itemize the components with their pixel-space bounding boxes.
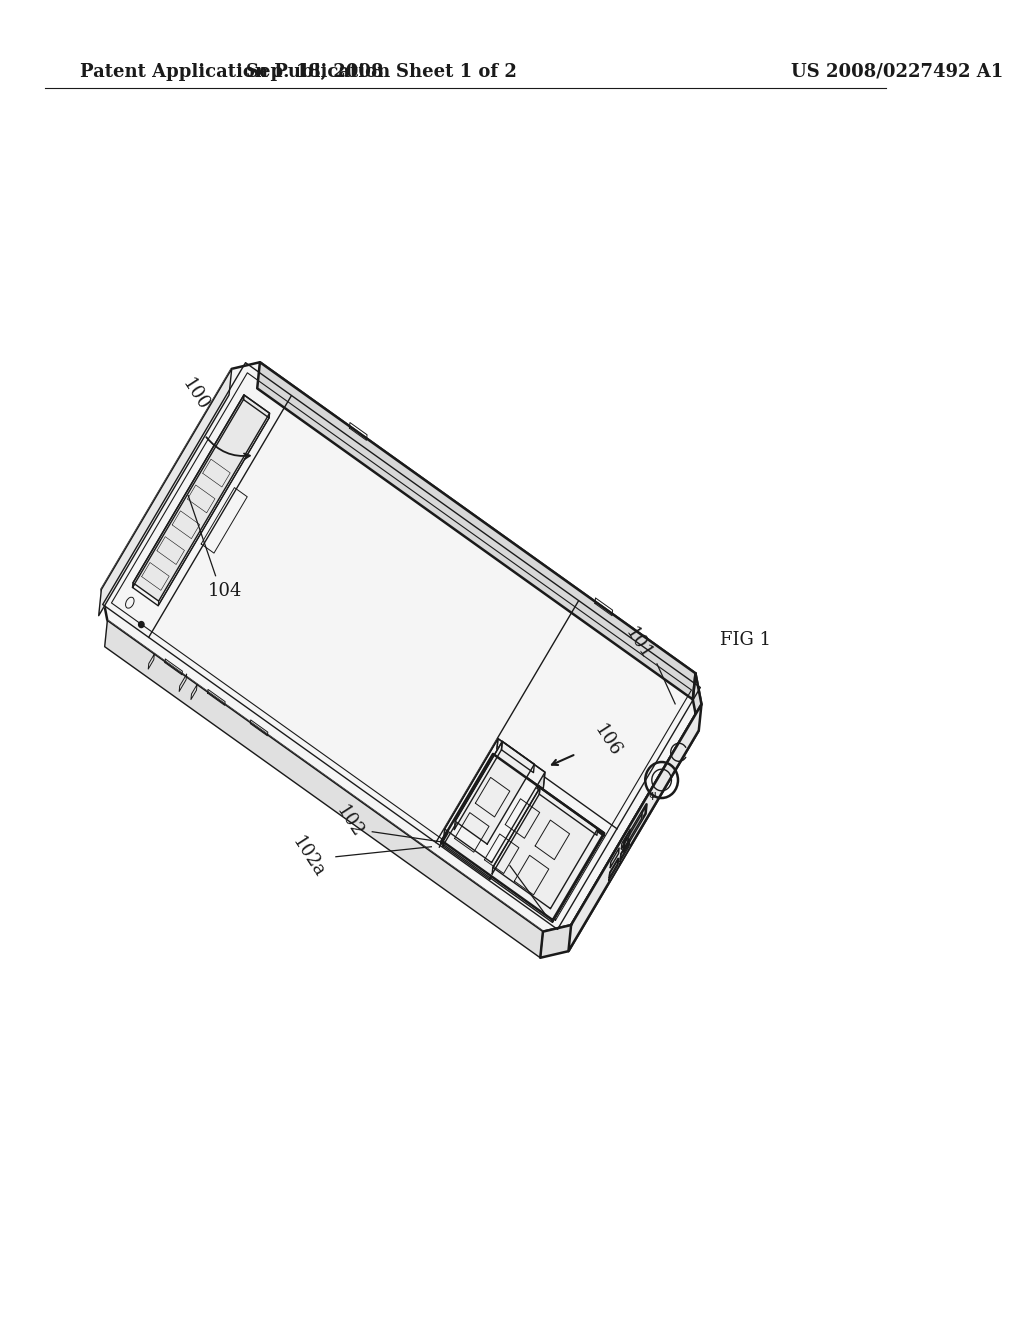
Polygon shape bbox=[621, 840, 630, 862]
Polygon shape bbox=[624, 804, 646, 851]
Polygon shape bbox=[443, 739, 498, 846]
Polygon shape bbox=[628, 813, 642, 842]
Polygon shape bbox=[493, 754, 604, 836]
Polygon shape bbox=[568, 705, 701, 952]
Text: US 2008/0227492 A1: US 2008/0227492 A1 bbox=[792, 63, 1004, 81]
Text: 104: 104 bbox=[208, 582, 242, 599]
Polygon shape bbox=[257, 362, 695, 700]
Polygon shape bbox=[486, 764, 535, 853]
Text: 101: 101 bbox=[622, 624, 655, 663]
Polygon shape bbox=[553, 833, 604, 923]
Polygon shape bbox=[550, 829, 598, 915]
Text: 106: 106 bbox=[590, 722, 625, 760]
Polygon shape bbox=[104, 620, 543, 958]
Polygon shape bbox=[132, 395, 244, 587]
Polygon shape bbox=[622, 829, 630, 849]
Polygon shape bbox=[493, 788, 598, 908]
Text: 102: 102 bbox=[333, 803, 367, 841]
Text: 110: 110 bbox=[475, 826, 509, 865]
Polygon shape bbox=[489, 772, 545, 879]
Polygon shape bbox=[98, 368, 231, 615]
Polygon shape bbox=[621, 840, 629, 859]
Polygon shape bbox=[158, 413, 269, 606]
Polygon shape bbox=[610, 847, 620, 867]
Text: 102a: 102a bbox=[289, 833, 329, 880]
Polygon shape bbox=[540, 788, 598, 836]
Text: FIG 1: FIG 1 bbox=[720, 631, 771, 649]
Polygon shape bbox=[101, 362, 701, 932]
Polygon shape bbox=[455, 742, 503, 829]
Polygon shape bbox=[493, 788, 540, 874]
Polygon shape bbox=[441, 754, 604, 920]
Polygon shape bbox=[441, 754, 493, 843]
Polygon shape bbox=[541, 673, 701, 958]
Text: ψ: ψ bbox=[648, 789, 655, 800]
Polygon shape bbox=[502, 742, 535, 772]
Polygon shape bbox=[609, 858, 618, 880]
Polygon shape bbox=[497, 739, 545, 789]
Polygon shape bbox=[244, 395, 269, 418]
Circle shape bbox=[138, 622, 144, 627]
Polygon shape bbox=[444, 739, 545, 862]
Polygon shape bbox=[133, 395, 269, 601]
Text: Patent Application Publication: Patent Application Publication bbox=[80, 63, 390, 81]
Polygon shape bbox=[455, 742, 535, 843]
Text: Sep. 18, 2008  Sheet 1 of 2: Sep. 18, 2008 Sheet 1 of 2 bbox=[247, 63, 517, 81]
Text: 100: 100 bbox=[178, 376, 212, 414]
Polygon shape bbox=[609, 858, 618, 878]
